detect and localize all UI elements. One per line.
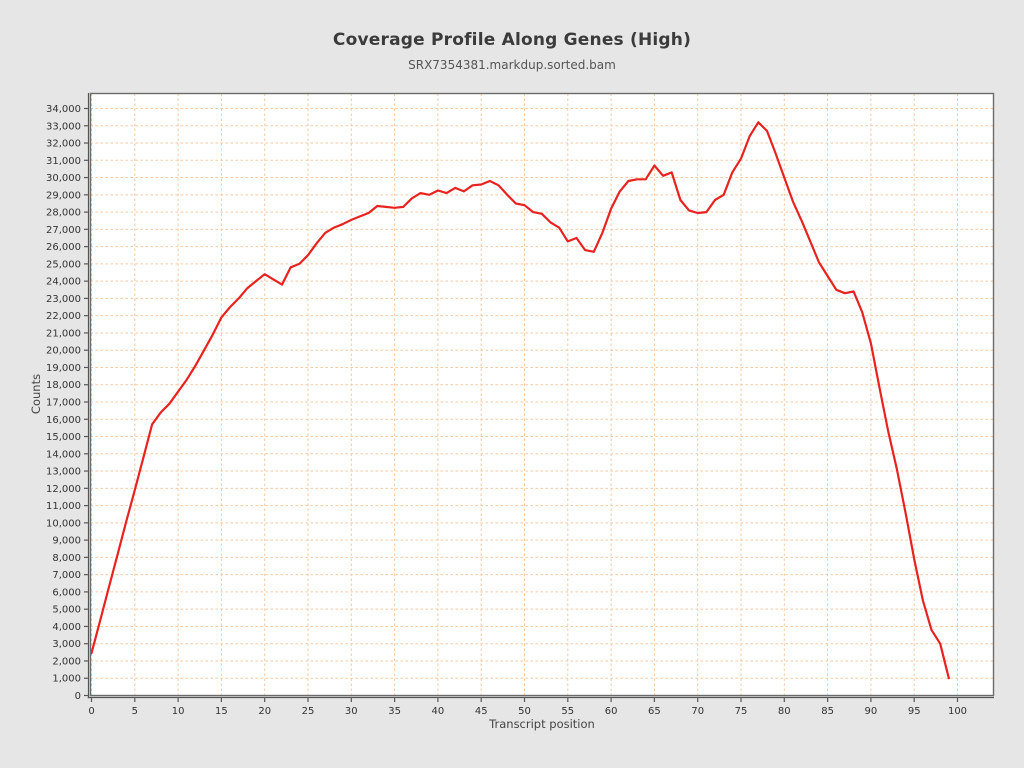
- y-tick-label: 21,000: [46, 328, 81, 339]
- y-tick-label: 26,000: [46, 242, 81, 253]
- y-tick-label: 17,000: [46, 398, 81, 409]
- x-tick-label: 100: [948, 706, 967, 717]
- y-tick-label: 4,000: [52, 622, 81, 633]
- x-tick-label: 70: [691, 706, 704, 717]
- y-tick-label: 24,000: [46, 277, 81, 288]
- y-tick-label: 13,000: [46, 467, 81, 478]
- y-tick-label: 7,000: [52, 570, 81, 581]
- y-tick-label: 8,000: [52, 553, 81, 564]
- x-tick-label: 25: [302, 706, 315, 717]
- x-tick-label: 90: [865, 706, 878, 717]
- x-tick-label: 40: [432, 706, 445, 717]
- x-tick-label: 60: [605, 706, 618, 717]
- x-tick-label: 85: [821, 706, 834, 717]
- y-tick-label: 19,000: [46, 363, 81, 374]
- y-tick-label: 33,000: [46, 121, 81, 132]
- x-tick-label: 35: [388, 706, 401, 717]
- y-tick-label: 6,000: [52, 587, 81, 598]
- y-tick-label: 12,000: [46, 484, 81, 495]
- y-tick-label: 20,000: [46, 346, 81, 357]
- chart-subtitle: SRX7354381.markdup.sorted.bam: [408, 58, 616, 72]
- plot-border: [89, 92, 995, 697]
- x-tick-label: 65: [648, 706, 661, 717]
- y-tick-label: 3,000: [52, 639, 81, 650]
- y-tick-label: 11,000: [46, 501, 81, 512]
- x-tick-label: 5: [132, 706, 138, 717]
- chart-title: Coverage Profile Along Genes (High): [332, 30, 692, 50]
- x-tick-label: 75: [735, 706, 748, 717]
- x-tick-label: 10: [172, 706, 185, 717]
- x-tick-label: 80: [778, 706, 791, 717]
- x-tick-label: 95: [908, 706, 921, 717]
- y-tick-label: 28,000: [46, 208, 81, 219]
- y-tick-label: 0: [75, 691, 81, 702]
- y-tick-label: 31,000: [46, 156, 81, 167]
- y-tick-label: 2,000: [52, 656, 81, 667]
- x-tick-label: 55: [561, 706, 574, 717]
- y-tick-label: 29,000: [46, 190, 81, 201]
- y-tick-label: 22,000: [46, 311, 81, 322]
- coverage-line: [90, 121, 950, 680]
- y-tick-label: 18,000: [46, 380, 81, 391]
- x-tick-label: 50: [518, 706, 531, 717]
- y-tick-label: 15,000: [46, 432, 81, 443]
- y-tick-label: 10,000: [46, 518, 81, 529]
- y-axis-title: Counts: [29, 373, 43, 415]
- x-axis-title: Transcript position: [489, 717, 595, 731]
- y-tick-label: 5,000: [52, 605, 81, 616]
- plot-background: [90, 93, 994, 696]
- y-tick-label: 25,000: [46, 259, 81, 270]
- y-tick-label: 27,000: [46, 225, 81, 236]
- y-tick-label: 34,000: [46, 104, 81, 115]
- y-tick-label: 14,000: [46, 449, 81, 460]
- x-tick-label: 45: [475, 706, 488, 717]
- x-tick-label: 0: [88, 706, 94, 717]
- y-tick-label: 16,000: [46, 415, 81, 426]
- y-tick-label: 30,000: [46, 173, 81, 184]
- y-tick-label: 23,000: [46, 294, 81, 305]
- y-tick-label: 1,000: [52, 674, 81, 685]
- x-tick-label: 20: [258, 706, 271, 717]
- x-tick-label: 30: [345, 706, 358, 717]
- y-tick-label: 32,000: [46, 139, 81, 150]
- y-tick-label: 9,000: [52, 536, 81, 547]
- x-tick-label: 15: [215, 706, 228, 717]
